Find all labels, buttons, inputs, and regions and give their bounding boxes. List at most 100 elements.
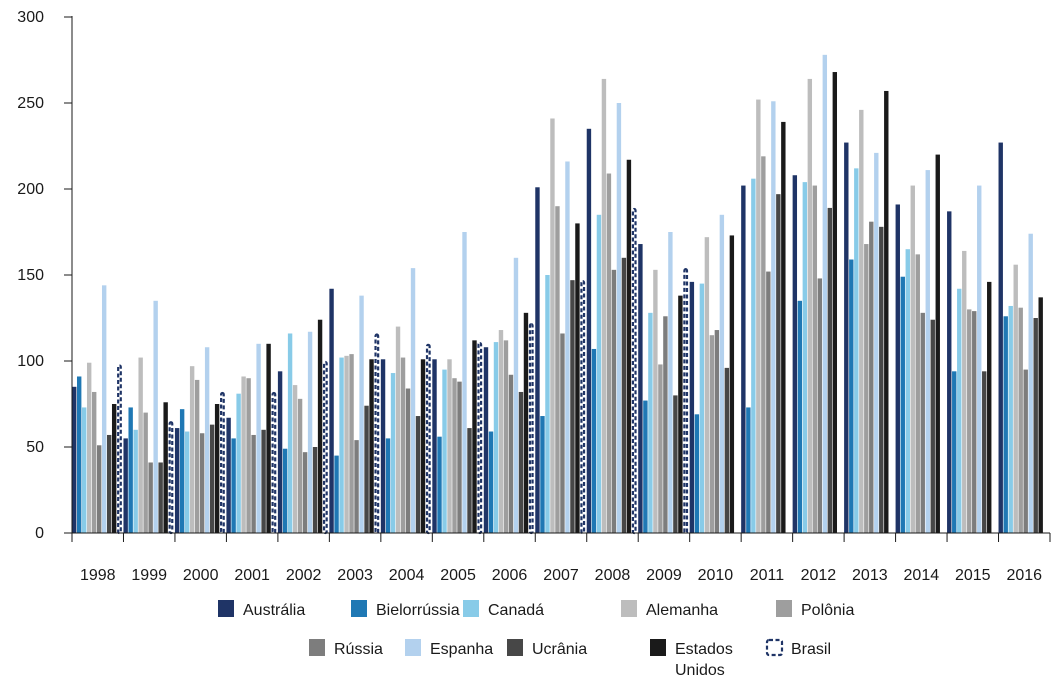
y-tick-label: 50 (26, 439, 44, 456)
bar-rússia (508, 374, 514, 533)
bar-alemanha (756, 99, 761, 533)
bar-rússia (920, 312, 925, 533)
bar-espanha (1028, 233, 1033, 533)
bar-rússia (1023, 369, 1028, 533)
bar-bielorrússia (643, 400, 648, 533)
bar-espanha (101, 285, 107, 533)
bar-estados-unidos (832, 72, 838, 533)
bar-alemanha (601, 78, 607, 534)
bar-bielorrússia (231, 438, 236, 533)
bar-canadá (81, 407, 87, 533)
y-tick-label: 150 (17, 267, 44, 284)
bar-ucrânia (364, 405, 369, 533)
bar-canadá (287, 333, 293, 533)
bar-polônia (143, 412, 148, 533)
legend-swatch (765, 638, 784, 657)
legend-swatch (650, 639, 666, 656)
y-tick-label: 250 (17, 95, 44, 112)
bar-canadá (236, 393, 241, 533)
bar-alemanha (704, 237, 710, 533)
bar-rússia (96, 445, 102, 533)
bar-estados-unidos (266, 343, 271, 533)
bar-ucrânia (827, 207, 833, 534)
axes: 0 50 100 150 200 250 300 1998 1999 2000 2001 2002 20… (17, 9, 1051, 584)
bar-espanha (153, 300, 158, 533)
bar-canadá (648, 312, 653, 533)
bar-bielorrússia (797, 300, 803, 533)
bar-polônia (658, 364, 663, 533)
bar-austrália (174, 428, 180, 533)
legend-item-estados-unidos: Estados Unidos (650, 639, 733, 679)
bar-canadá (493, 342, 499, 533)
bar-espanha (719, 214, 725, 534)
bar-polônia (452, 378, 457, 533)
bar-bielorrússia (694, 414, 700, 533)
bar-estados-unidos (678, 295, 683, 533)
bar-polônia (812, 185, 818, 533)
y-tick-label: 0 (35, 525, 44, 542)
bar-rússia (714, 330, 720, 533)
bar-bielorrússia (488, 431, 494, 533)
bar-alemanha (910, 185, 915, 533)
legend-label: Unidos (675, 662, 725, 679)
bar-austrália (844, 142, 849, 533)
bar-canadá (442, 369, 447, 533)
bar-espanha (359, 295, 364, 533)
bar-alemanha (138, 357, 143, 533)
bar-ucrânia (724, 367, 730, 533)
bar-austrália (638, 244, 643, 534)
x-tick-label: 2002 (286, 567, 322, 584)
bar-alemanha (189, 366, 195, 533)
bar-canadá (802, 182, 808, 533)
bar-alemanha (292, 385, 298, 533)
bar-brasil (271, 391, 277, 535)
bar-canadá (699, 283, 705, 533)
bar-brasil (117, 364, 122, 535)
legend-label: Austrália (243, 602, 305, 619)
bar-austrália (483, 347, 489, 533)
bar-austrália (792, 175, 798, 534)
bar-alemanha (653, 269, 658, 533)
bar-alemanha (962, 250, 967, 534)
bar-polônia (297, 398, 303, 533)
bar-bielorrússia (334, 455, 339, 533)
bar-estados-unidos (935, 154, 940, 533)
bar-polônia (349, 354, 354, 533)
bar-alemanha (550, 118, 555, 533)
bar-rússia (199, 433, 205, 533)
bar-austrália (432, 359, 437, 533)
bar-polônia (246, 378, 251, 533)
bar-espanha (668, 232, 673, 533)
bar-rússia (354, 440, 359, 533)
bar-rússia (663, 316, 668, 533)
bar-austrália (535, 187, 540, 533)
x-tick-label: 2008 (595, 567, 631, 584)
bar-alemanha (344, 355, 349, 533)
bar-ucrânia (106, 434, 112, 533)
bar-rússia (148, 462, 153, 533)
legend-item-rússia: Rússia (309, 639, 383, 658)
bar-austrália (947, 211, 952, 534)
bar-espanha (977, 185, 982, 533)
bar-bielorrússia (437, 436, 442, 533)
bar-espanha (462, 232, 467, 533)
bar-canadá (751, 178, 756, 533)
x-tick-label: 2010 (698, 567, 734, 584)
legend-label: Ucrânia (532, 641, 587, 658)
bar-bielorrússia (1003, 316, 1008, 533)
bar-polônia (1018, 307, 1023, 533)
bar-ucrânia (570, 280, 575, 533)
bar-canadá (905, 249, 910, 533)
bar-canadá (184, 431, 190, 533)
bar-austrália (741, 185, 746, 533)
bar-bielorrússia (540, 416, 545, 533)
x-tick-label: 2014 (904, 567, 940, 584)
bar-espanha (410, 268, 416, 533)
bar-polônia (709, 335, 715, 533)
bar-canadá (133, 429, 138, 533)
bar-bielorrússia (900, 276, 905, 533)
bar-alemanha (498, 330, 504, 533)
y-tick-label: 200 (17, 181, 44, 198)
bar-austrália (226, 417, 231, 533)
bar-rússia (560, 333, 565, 533)
